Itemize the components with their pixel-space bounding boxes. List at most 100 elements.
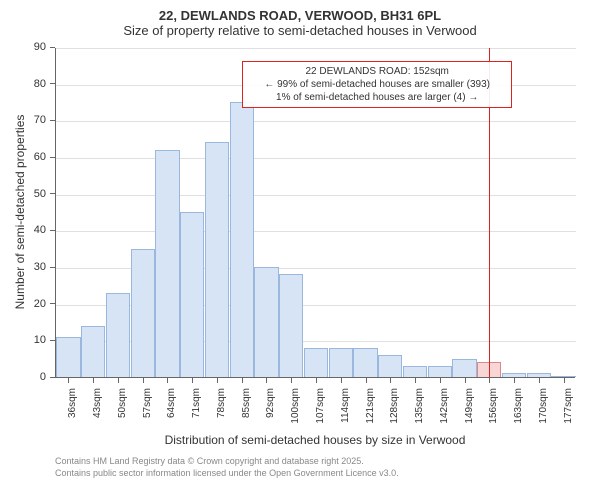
ytick: 80 — [26, 78, 55, 90]
annotation-line: 22 DEWLANDS ROAD: 152sqm — [249, 65, 505, 78]
histogram-bar — [56, 337, 80, 377]
xtick-label: 121sqm — [365, 388, 376, 428]
ytick-mark — [50, 303, 55, 304]
ytick-mark — [50, 193, 55, 194]
xtick-mark — [366, 377, 367, 383]
ytick-mark — [50, 47, 55, 48]
y-axis-label: Number of semi-detached properties — [13, 112, 27, 312]
xtick-label: 128sqm — [389, 388, 400, 428]
xtick-mark — [341, 377, 342, 383]
ytick: 50 — [26, 188, 55, 200]
xtick-mark — [68, 377, 69, 383]
ytick-mark — [50, 267, 55, 268]
histogram-bar — [81, 326, 105, 377]
xtick-label: 177sqm — [563, 388, 574, 428]
xtick-label: 85sqm — [241, 388, 252, 428]
footer-line-2: Contains public sector information licen… — [55, 468, 575, 480]
xtick-label: 100sqm — [290, 388, 301, 428]
gridline — [56, 195, 576, 196]
ytick-label: 20 — [26, 298, 50, 310]
ytick-label: 70 — [26, 114, 50, 126]
ytick-label: 90 — [26, 41, 50, 53]
xtick-label: 50sqm — [117, 388, 128, 428]
xtick-mark — [415, 377, 416, 383]
histogram-bar — [279, 274, 303, 377]
xtick-mark — [539, 377, 540, 383]
histogram-bar — [428, 366, 452, 377]
annotation-line: ← 99% of semi-detached houses are smalle… — [249, 78, 505, 91]
gridline — [56, 121, 576, 122]
xtick-mark — [514, 377, 515, 383]
ytick: 0 — [26, 371, 55, 383]
xtick-label: 114sqm — [340, 388, 351, 428]
histogram-bar — [304, 348, 328, 377]
xtick-mark — [316, 377, 317, 383]
xtick-mark — [192, 377, 193, 383]
xtick-label: 107sqm — [315, 388, 326, 428]
xtick-mark — [465, 377, 466, 383]
xtick-label: 64sqm — [166, 388, 177, 428]
xtick-label: 43sqm — [92, 388, 103, 428]
ytick-mark — [50, 157, 55, 158]
ytick: 70 — [26, 114, 55, 126]
gridline — [56, 231, 576, 232]
chart-title: 22, DEWLANDS ROAD, VERWOOD, BH31 6PL — [0, 0, 600, 23]
xtick-label: 78sqm — [216, 388, 227, 428]
footer-line-1: Contains HM Land Registry data © Crown c… — [55, 456, 575, 468]
annotation-box: 22 DEWLANDS ROAD: 152sqm← 99% of semi-de… — [242, 61, 512, 108]
xtick-mark — [143, 377, 144, 383]
annotation-line: 1% of semi-detached houses are larger (4… — [249, 91, 505, 104]
xtick-mark — [291, 377, 292, 383]
xtick-label: 92sqm — [265, 388, 276, 428]
histogram-bar — [155, 150, 179, 377]
chart-subtitle: Size of property relative to semi-detach… — [0, 23, 600, 42]
ytick-label: 50 — [26, 188, 50, 200]
xtick-mark — [266, 377, 267, 383]
footer-attribution: Contains HM Land Registry data © Crown c… — [55, 456, 575, 479]
ytick-label: 60 — [26, 151, 50, 163]
ytick-mark — [50, 230, 55, 231]
xtick-label: 142sqm — [439, 388, 450, 428]
xtick-mark — [564, 377, 565, 383]
ytick-label: 40 — [26, 224, 50, 236]
x-axis-label: Distribution of semi-detached houses by … — [55, 433, 575, 447]
xtick-label: 170sqm — [538, 388, 549, 428]
histogram-bar — [403, 366, 427, 377]
ytick-label: 0 — [26, 371, 50, 383]
histogram-bar — [254, 267, 278, 377]
gridline — [56, 158, 576, 159]
ytick-mark — [50, 120, 55, 121]
histogram-bar — [353, 348, 377, 377]
xtick-mark — [242, 377, 243, 383]
ytick: 30 — [26, 261, 55, 273]
xtick-mark — [118, 377, 119, 383]
ytick-mark — [50, 83, 55, 84]
gridline — [56, 48, 576, 49]
xtick-label: 156sqm — [488, 388, 499, 428]
ytick: 40 — [26, 224, 55, 236]
xtick-label: 71sqm — [191, 388, 202, 428]
ytick: 60 — [26, 151, 55, 163]
xtick-mark — [167, 377, 168, 383]
xtick-label: 149sqm — [464, 388, 475, 428]
histogram-bar — [180, 212, 204, 377]
xtick-label: 36sqm — [67, 388, 78, 428]
chart-container: { "chart": { "type": "histogram", "title… — [0, 0, 600, 500]
xtick-mark — [440, 377, 441, 383]
xtick-mark — [93, 377, 94, 383]
ytick-label: 80 — [26, 78, 50, 90]
ytick: 20 — [26, 298, 55, 310]
xtick-label: 135sqm — [414, 388, 425, 428]
histogram-bar — [378, 355, 402, 377]
xtick-label: 57sqm — [142, 388, 153, 428]
ytick: 10 — [26, 334, 55, 346]
xtick-mark — [217, 377, 218, 383]
ytick: 90 — [26, 41, 55, 53]
xtick-mark — [390, 377, 391, 383]
ytick-label: 30 — [26, 261, 50, 273]
ytick-mark — [50, 340, 55, 341]
ytick-label: 10 — [26, 334, 50, 346]
histogram-bar — [329, 348, 353, 377]
histogram-bar — [131, 249, 155, 377]
histogram-bar — [205, 142, 229, 377]
